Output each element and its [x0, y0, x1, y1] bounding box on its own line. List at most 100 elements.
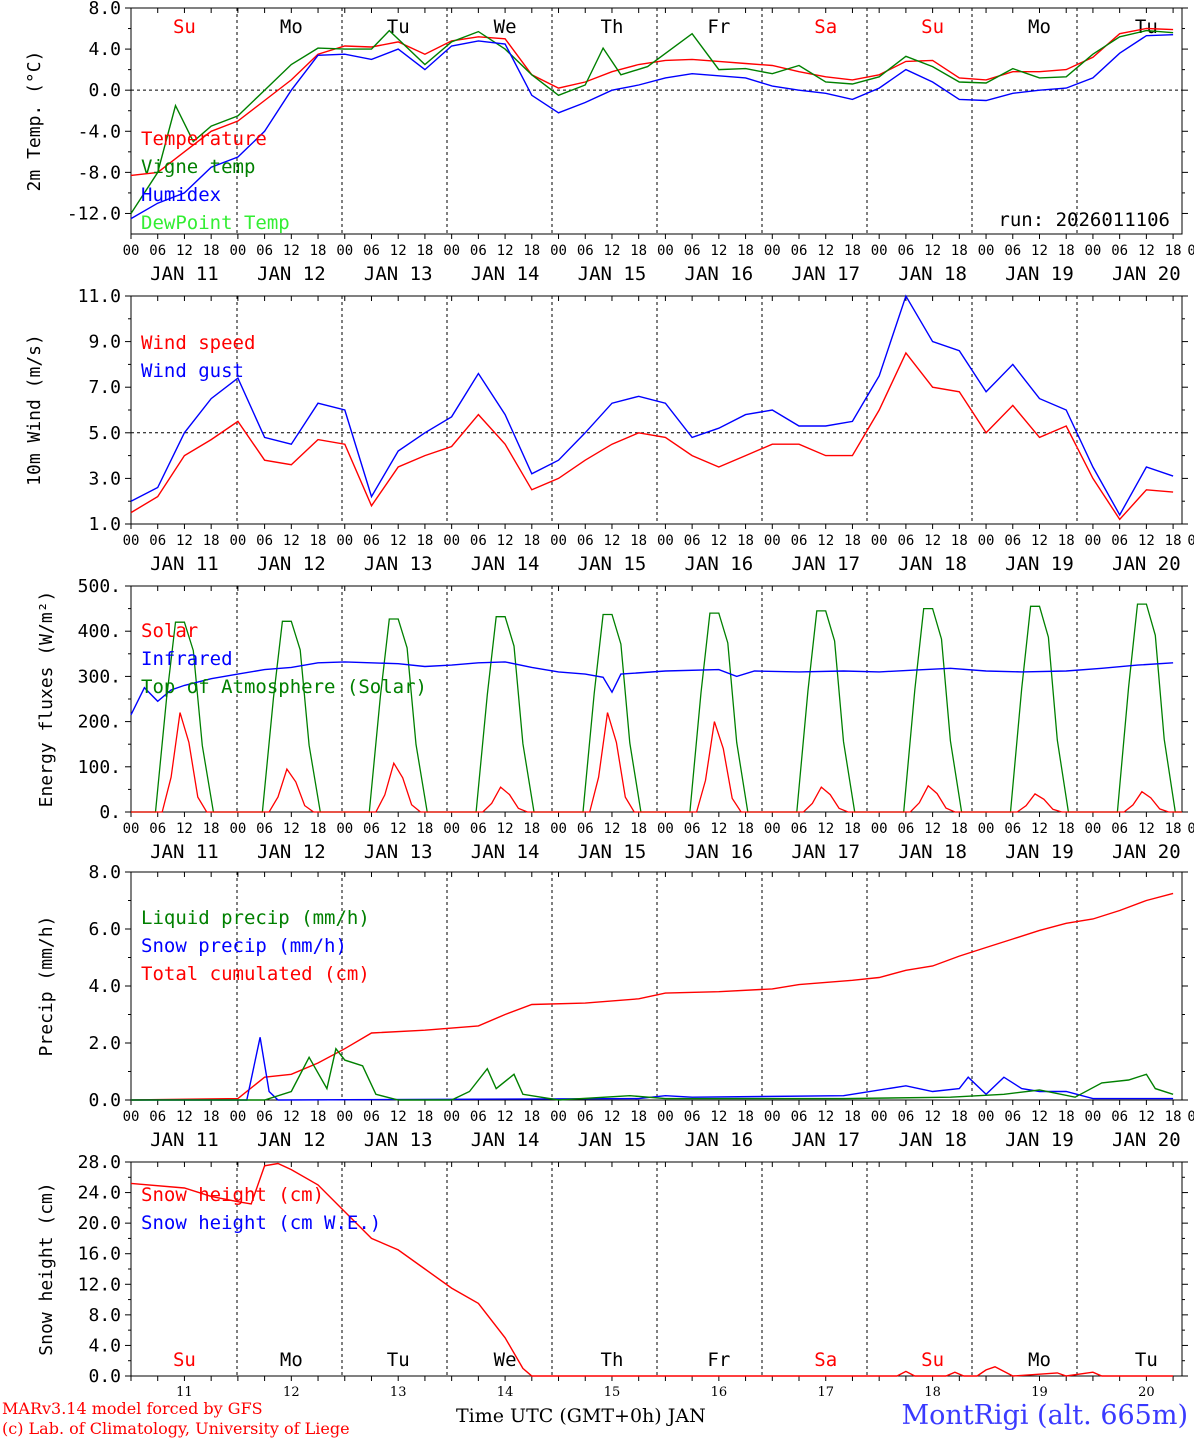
legend-entry: Vigne temp: [141, 156, 255, 178]
x-hour-label: 06: [1004, 243, 1021, 259]
x-hour-label: 00: [1187, 243, 1194, 259]
day-name-label: Mo: [1028, 1349, 1051, 1371]
x-day-number-label: 14: [497, 1385, 514, 1400]
x-hour-label: 06: [684, 821, 701, 837]
legend-entry: Top of Atmosphere (Solar): [141, 676, 427, 698]
x-hour-label: 06: [1111, 243, 1128, 259]
legend-entry: Snow precip (mm/h): [141, 935, 347, 957]
x-hour-label: 06: [1004, 533, 1021, 549]
x-hour-label: 00: [871, 821, 888, 837]
series-liquid-precip-mm-h-: [131, 1047, 1174, 1101]
x-date-label: JAN 14: [471, 1129, 540, 1151]
day-name-label: Fr: [707, 16, 730, 38]
x-hour-label: 12: [1138, 1109, 1155, 1125]
x-hour-label: 12: [390, 1109, 407, 1125]
x-hour-label: 06: [470, 1109, 487, 1125]
x-hour-label: 18: [1165, 533, 1182, 549]
day-name-label: Su: [921, 1349, 944, 1371]
day-name-label: Tu: [387, 1349, 410, 1371]
series-snow-height-cm-: [130, 1162, 1174, 1377]
legend-entry: Snow height (cm W.E.): [141, 1212, 381, 1234]
x-hour-label: 18: [203, 533, 220, 549]
x-hour-label: 12: [390, 243, 407, 259]
y-axis-label: Energy fluxes (W/m²): [36, 591, 57, 808]
x-date-label: JAN 20: [1112, 841, 1181, 863]
y-tick-label: 9.0: [88, 332, 121, 353]
x-date-label: JAN 17: [791, 263, 860, 285]
x-hour-label: 00: [443, 243, 460, 259]
x-hour-label: 12: [710, 533, 727, 549]
x-hour-label: 18: [630, 533, 647, 549]
x-hour-label: 00: [978, 533, 995, 549]
x-hour-label: 06: [897, 243, 914, 259]
day-name-label: We: [494, 16, 517, 38]
day-name-label: We: [494, 1349, 517, 1371]
x-hour-label: 06: [791, 533, 808, 549]
x-hour-label: 00: [550, 821, 567, 837]
x-hour-label: 18: [1165, 1109, 1182, 1125]
x-hour-label: 18: [737, 243, 754, 259]
run-annotation: run: 2026011106: [998, 209, 1170, 231]
y-tick-label: 12.0: [78, 1274, 121, 1295]
x-day-number-label: 20: [1138, 1385, 1155, 1400]
x-day-number-label: 18: [924, 1385, 941, 1400]
x-date-label: JAN 12: [257, 1129, 326, 1151]
x-date-label: JAN 17: [791, 841, 860, 863]
x-hour-label: 06: [684, 243, 701, 259]
series-snow-precip-mm-h-: [131, 1037, 1174, 1101]
x-hour-label: 12: [283, 243, 300, 259]
y-tick-label: -12.0: [67, 203, 121, 224]
day-name-label: Tu: [1135, 1349, 1158, 1371]
y-tick-label: 6.0: [88, 919, 121, 940]
y-tick-label: 20.0: [78, 1213, 121, 1234]
x-hour-label: 12: [1031, 821, 1048, 837]
legend-entry: Temperature: [141, 128, 267, 150]
y-tick-label: 0.0: [88, 1090, 121, 1111]
x-hour-label: 12: [924, 533, 941, 549]
x-date-label: JAN 15: [578, 263, 647, 285]
x-hour-label: 18: [203, 821, 220, 837]
y-tick-label: 4.0: [88, 39, 121, 60]
x-hour-label: 00: [1085, 243, 1102, 259]
x-hour-label: 00: [871, 1109, 888, 1125]
x-date-label: JAN 15: [578, 841, 647, 863]
series-infrared: [130, 661, 1174, 716]
x-hour-label: 18: [844, 821, 861, 837]
x-date-label: JAN 11: [150, 841, 219, 863]
x-hour-label: 12: [176, 1109, 193, 1125]
x-hour-label: 12: [497, 533, 514, 549]
x-hour-label: 18: [523, 821, 540, 837]
x-hour-label: 12: [390, 821, 407, 837]
x-hour-label: 18: [416, 1109, 433, 1125]
y-tick-label: 8.0: [88, 1305, 121, 1326]
panel-temp: 8.0 4.0 0.0 -4.0 -8.0 -12.0 2m Temp. (°C) 00 06 1…: [24, 0, 1194, 285]
x-hour-label: 00: [336, 821, 353, 837]
y-tick-label: 0.0: [88, 80, 121, 101]
x-hour-label: 06: [256, 533, 273, 549]
x-hour-label: 12: [710, 821, 727, 837]
x-hour-label: 00: [1187, 533, 1194, 549]
x-date-label: JAN 14: [471, 553, 540, 575]
x-hour-label: 12: [817, 821, 834, 837]
x-hour-label: 18: [844, 243, 861, 259]
x-hour-label: 00: [978, 243, 995, 259]
panel-wind: 11.0 9.0 7.0 5.0 3.0 1.0 10m Wind (m/s) 00 06 12 1…: [24, 286, 1194, 575]
x-hour-label: 18: [1058, 821, 1075, 837]
x-hour-label: 00: [123, 821, 140, 837]
y-tick-label: 28.0: [78, 1152, 121, 1173]
series-total-cumulated-cm-: [130, 892, 1174, 1101]
x-hour-label: 06: [149, 243, 166, 259]
x-hour-label: 12: [1138, 243, 1155, 259]
x-hour-label: 06: [256, 821, 273, 837]
x-hour-label: 12: [604, 243, 621, 259]
y-tick-label: 7.0: [88, 377, 121, 398]
x-hour-label: 12: [710, 1109, 727, 1125]
x-date-label: JAN 18: [898, 1129, 967, 1151]
x-hour-label: 00: [229, 821, 246, 837]
x-hour-label: 06: [363, 533, 380, 549]
x-hour-label: 12: [283, 1109, 300, 1125]
x-day-number-label: 17: [817, 1385, 834, 1400]
x-hour-label: 18: [630, 821, 647, 837]
x-hour-label: 18: [203, 243, 220, 259]
x-hour-label: 00: [550, 533, 567, 549]
